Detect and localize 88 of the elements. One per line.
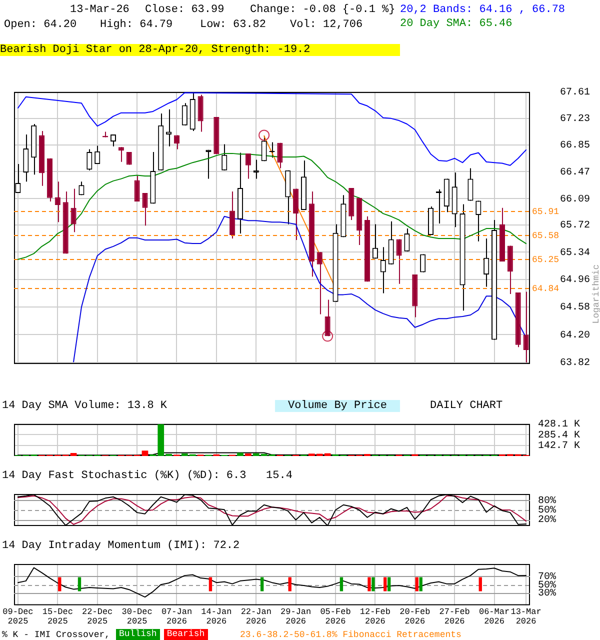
x-tick-label: 13-Mar 2026 xyxy=(510,607,542,627)
candlestick xyxy=(372,224,378,260)
y-tick-label: 64.96 xyxy=(560,275,590,286)
y-axis-title: Logarithmic xyxy=(591,264,600,324)
y-tick-label: 66.85 xyxy=(560,140,590,152)
candlestick xyxy=(222,144,228,171)
text: Close: 63.99 xyxy=(145,4,224,16)
text: Low: 63.82 xyxy=(200,19,266,31)
x-tick-label: 05-Feb 2026 xyxy=(320,607,351,627)
text: 23.6-38.2-50-61.8% Fibonacci Retracements xyxy=(240,629,462,640)
ref-line-label: 64.84 xyxy=(532,284,560,294)
candlestick xyxy=(269,142,275,158)
candlestick xyxy=(396,238,402,284)
y-tick-label: 67.23 xyxy=(560,114,590,126)
candlestick xyxy=(277,142,283,169)
candlestick xyxy=(70,188,76,233)
candlestick xyxy=(230,191,236,240)
y-tick-label: 66.47 xyxy=(560,167,590,178)
x-tick-label: 14-Jan 2026 xyxy=(201,607,232,627)
candlestick xyxy=(476,200,482,242)
ref-line-label: 65.91 xyxy=(532,206,560,217)
candlestick xyxy=(182,102,188,126)
candlestick xyxy=(404,228,410,252)
text: Bullish xyxy=(116,629,160,640)
y-tick-label: 428.1 K xyxy=(538,420,580,431)
candlestick xyxy=(126,152,132,166)
bar xyxy=(237,452,244,456)
candlestick xyxy=(484,238,490,288)
candlestick xyxy=(324,299,330,337)
text: % K - IMI Crossover, xyxy=(2,629,110,640)
y-tick-label: 63.82 xyxy=(560,358,590,370)
text: High: 64.79 xyxy=(100,19,173,31)
candlestick xyxy=(198,94,204,132)
candlestick xyxy=(23,134,29,182)
x-tick-label: 15-Dec 2025 xyxy=(42,607,73,627)
text: 13-Mar-26 xyxy=(70,4,130,16)
bar xyxy=(245,453,252,456)
x-tick-label: 30-Dec 2025 xyxy=(122,607,152,627)
chart-title: 14 Day Intraday Momentum (IMI): 72.2 xyxy=(2,540,240,552)
ref-line-label: 65.58 xyxy=(532,230,560,241)
candlestick xyxy=(142,192,148,226)
candlestick xyxy=(166,108,172,147)
y-tick-label: 285.4 K xyxy=(538,430,580,442)
y-tick-label: 66.09 xyxy=(560,194,590,206)
x-tick-label: 22-Dec 2025 xyxy=(82,607,113,627)
x-tick-label: 09-Dec 2025 xyxy=(2,607,34,627)
text: Bearish xyxy=(164,629,208,640)
candlestick xyxy=(78,181,84,196)
y-tick-label: 64.58 xyxy=(560,302,590,314)
text: 20 Day SMA: 65.46 xyxy=(400,18,514,31)
candlestick xyxy=(94,145,100,164)
candlestick xyxy=(523,291,529,364)
y-tick-label: 142.7 K xyxy=(538,440,580,452)
y-tick-label: 65.34 xyxy=(560,248,590,259)
candlestick xyxy=(134,175,140,202)
x-tick-label: 22-Jan 2026 xyxy=(240,607,272,627)
chart-title: 14 Day SMA Volume: 13.8 K xyxy=(2,400,168,412)
candlestick xyxy=(54,181,60,223)
text: Change: -0.08 {-0.1 %} xyxy=(250,4,396,16)
text: 20,2 Bands: 64.16 , 66.78 xyxy=(400,4,566,17)
text: Bearish Doji Star on 28-Apr-20, Strength: -19.2 xyxy=(0,44,400,56)
x-tick-label: 20-Feb 2026 xyxy=(400,607,430,627)
x-tick-label: 07-Jan 2026 xyxy=(161,607,192,627)
bar xyxy=(142,450,148,456)
candlestick xyxy=(245,152,251,180)
candlestick xyxy=(507,245,513,294)
candlestick xyxy=(380,246,386,294)
candlestick xyxy=(388,220,394,265)
text: Volume By Price xyxy=(275,400,400,412)
candlestick xyxy=(86,148,92,171)
x-tick-label: 06-Mar 2026 xyxy=(478,607,510,627)
chart-title: 14 Day Fast Stochastic (%K) (%D): 6.3 15.4 xyxy=(2,470,292,482)
text: Open: 64.20 xyxy=(4,19,77,31)
candlestick xyxy=(293,188,299,240)
y-tick-label: 20% xyxy=(538,515,556,526)
ref-line-label: 65.25 xyxy=(532,254,560,265)
x-tick-label: 12-Feb 2026 xyxy=(360,607,391,627)
text: Vol: 12,706 xyxy=(290,19,363,31)
x-tick-label: 29-Jan 2026 xyxy=(280,607,312,627)
candlestick xyxy=(118,146,124,162)
candlestick xyxy=(468,168,474,202)
y-tick-label: 64.20 xyxy=(560,330,590,342)
candlestick xyxy=(436,188,442,224)
text: DAILY CHART xyxy=(430,400,503,412)
x-tick-label: 27-Feb 2026 xyxy=(439,607,470,627)
candlestick xyxy=(316,252,322,315)
y-tick-label: 67.61 xyxy=(560,88,590,99)
y-tick-label: 65.72 xyxy=(560,220,590,232)
